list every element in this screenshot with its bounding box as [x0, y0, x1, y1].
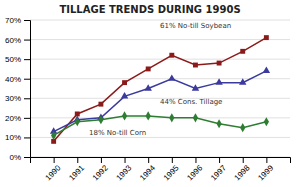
x-tick-label: 1991 — [67, 163, 86, 182]
x-tick-mark — [125, 157, 126, 163]
x-tick-mark — [101, 157, 102, 163]
annotation: 61% No-till Soybean — [160, 22, 231, 30]
plot: 0%10%20%30%40%50%60%70%19901991199219931… — [5, 16, 291, 182]
series-marker — [168, 74, 175, 80]
series-marker — [264, 117, 269, 126]
annotations: 61% No-till Soybean 44% Cons. Tillage 18% … — [89, 22, 231, 137]
series-marker — [51, 131, 56, 140]
x-tick: 1990 — [44, 157, 63, 182]
y-tick-mark — [24, 157, 30, 158]
x-tick-label: 1995 — [162, 163, 181, 182]
x-tick-mark — [148, 157, 149, 163]
series-marker — [169, 113, 174, 122]
x-tick: 1992 — [91, 157, 110, 182]
series-line — [54, 116, 267, 136]
x-axis-line — [31, 158, 291, 164]
y-tick-label: 50% — [5, 55, 21, 64]
series-line — [54, 38, 267, 142]
y-tick-mark — [24, 98, 30, 99]
y-tick-label: 30% — [5, 94, 21, 103]
x-tick-label: 1992 — [91, 163, 110, 182]
x-tick: 1996 — [185, 157, 204, 182]
y-tick-label: 10% — [5, 133, 21, 142]
x-tick-label: 1999 — [256, 163, 275, 182]
series-line — [54, 71, 267, 132]
series-marker — [121, 92, 128, 98]
x-tick-label: 1997 — [209, 163, 228, 182]
series-marker — [146, 111, 151, 120]
y-tick-mark — [24, 79, 30, 80]
y-tick-mark — [24, 59, 30, 60]
grid-line — [30, 20, 290, 21]
y-tick: 40% — [5, 75, 30, 84]
series-marker — [192, 84, 199, 90]
series-marker — [169, 53, 174, 58]
series-marker — [144, 84, 151, 90]
x-tick: 1994 — [138, 157, 157, 182]
series-marker — [217, 61, 222, 66]
y-tick: 30% — [5, 94, 30, 103]
grid-line — [30, 137, 290, 138]
series-marker — [146, 66, 151, 71]
y-tick-label: 40% — [5, 75, 21, 84]
x-tick-mark — [243, 157, 244, 163]
series-marker — [98, 115, 103, 124]
title: TILLAGE TRENDS DURING 1990S — [59, 4, 240, 15]
x-tick-mark — [54, 157, 55, 163]
grid-line — [30, 59, 290, 60]
series-marker — [122, 111, 127, 120]
x-tick-label: 1993 — [114, 163, 133, 182]
y-tick: 70% — [5, 16, 30, 25]
x-tick: 1993 — [114, 157, 133, 182]
y-axis: 0% 10% 20% 30% 40% 50% 60% 70% — [5, 16, 31, 162]
y-axis-line — [24, 21, 31, 158]
x-tick-mark — [172, 157, 173, 163]
y-tick: 60% — [5, 36, 30, 45]
x-tick: 1995 — [162, 157, 181, 182]
series-marker — [193, 63, 198, 68]
x-tick-label: 1998 — [233, 163, 252, 182]
series-marker — [240, 123, 245, 132]
series-marker — [122, 80, 127, 85]
y-tick-label: 70% — [5, 16, 21, 25]
series-group — [50, 35, 270, 144]
x-tick-mark — [195, 157, 196, 163]
series-marker — [263, 67, 270, 73]
series-marker — [75, 117, 80, 126]
grid — [30, 20, 290, 157]
x-axis: 19901991 19921993 1994 19951996 1997 19981999 — [31, 157, 291, 182]
y-tick: 10% — [5, 133, 30, 142]
y-tick-label: 60% — [5, 36, 21, 45]
y-tick: 20% — [5, 114, 30, 123]
y-tick-mark — [24, 118, 30, 119]
x-tick: 1997 — [209, 157, 228, 182]
series-marker — [193, 113, 198, 122]
series-marker — [239, 78, 246, 84]
y-tick: 0% — [9, 153, 30, 162]
x-tick-label: 1996 — [185, 163, 204, 182]
x-tick-label: 1994 — [138, 163, 157, 182]
annotation: 44% Cons. Tillage — [160, 98, 222, 106]
series-marker — [215, 78, 222, 84]
x-tick: 1991 — [67, 157, 86, 182]
y-tick-label: 20% — [5, 114, 21, 123]
y-tick-mark — [24, 20, 30, 21]
x-tick: 1998 — [233, 157, 252, 182]
y-tick-mark — [24, 40, 30, 41]
series-marker — [98, 102, 103, 107]
y-tick-mark — [24, 137, 30, 138]
x-tick-mark — [219, 157, 220, 163]
series-marker — [264, 35, 269, 40]
x-tick: 1999 — [256, 157, 275, 182]
chart: 0%10%20%30%40%50%60%70%19901991199219931… — [0, 0, 300, 187]
x-tick-mark — [266, 157, 267, 163]
x-tick-mark — [77, 157, 78, 163]
series-marker — [240, 49, 245, 54]
series-marker — [216, 119, 221, 128]
grid-line — [30, 39, 290, 40]
x-tick-label: 1990 — [44, 163, 63, 182]
y-tick: 50% — [5, 55, 30, 64]
y-tick-label: 0% — [9, 153, 21, 162]
annotation: 18% No-till Corn — [89, 129, 146, 137]
